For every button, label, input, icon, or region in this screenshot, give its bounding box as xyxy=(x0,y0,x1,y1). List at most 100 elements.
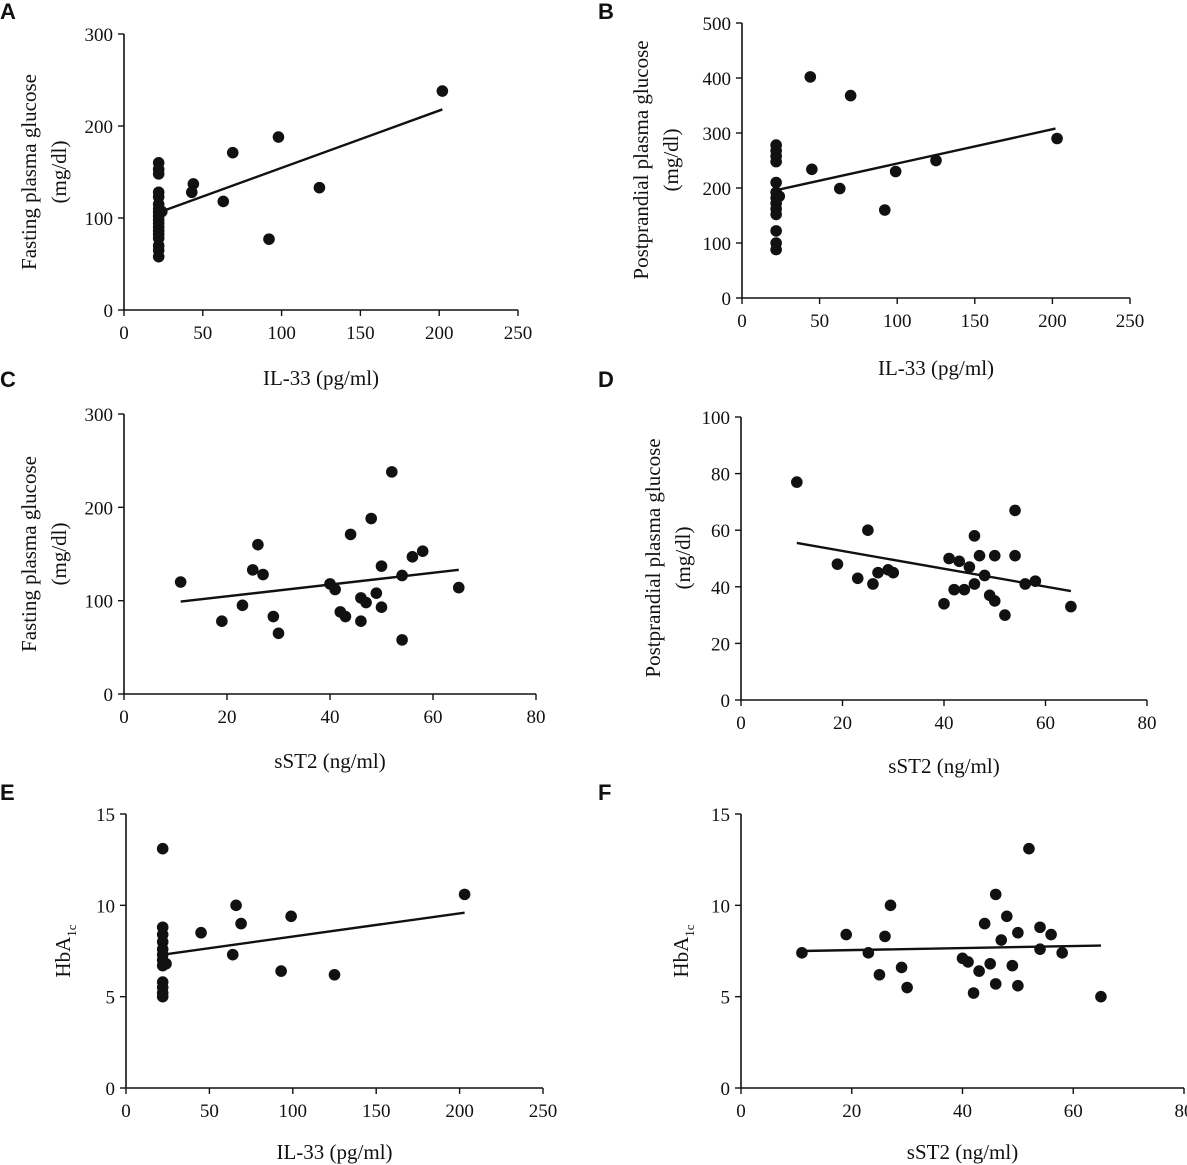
data-point xyxy=(773,190,786,203)
data-point xyxy=(984,957,996,970)
data-point xyxy=(257,568,269,581)
data-point xyxy=(252,538,264,551)
data-point xyxy=(156,205,168,218)
data-point xyxy=(386,466,398,478)
y-tick-label: 300 xyxy=(703,124,732,145)
panel-letter-b: B xyxy=(598,0,614,24)
data-point xyxy=(329,583,341,596)
data-point xyxy=(967,987,980,999)
data-point xyxy=(275,965,287,977)
data-point xyxy=(1023,842,1035,855)
data-point xyxy=(1051,132,1063,145)
data-point xyxy=(246,564,259,576)
data-point xyxy=(1006,959,1019,972)
y-tick-label: 5 xyxy=(721,988,731,1009)
data-point xyxy=(973,965,985,977)
x-tick-label: 250 xyxy=(504,323,533,344)
y-tick-label: 200 xyxy=(703,179,732,200)
data-point xyxy=(226,146,239,159)
data-point xyxy=(938,597,950,610)
x-tick-label: 250 xyxy=(529,1101,558,1122)
data-point xyxy=(978,569,991,582)
panel-letter-a: A xyxy=(0,0,16,24)
data-point xyxy=(285,910,297,923)
data-point xyxy=(948,583,960,596)
data-point xyxy=(365,512,378,525)
data-point xyxy=(236,599,249,612)
data-point xyxy=(156,842,169,855)
data-point xyxy=(770,155,782,168)
y-axis-label: Postprandial plasma glucose (mg/dl) xyxy=(641,438,695,677)
data-point xyxy=(195,926,207,939)
x-tick-label: 150 xyxy=(346,323,375,344)
regression-line xyxy=(180,568,459,603)
data-point xyxy=(1019,578,1031,590)
x-axis-label: sST2 (ng/ml) xyxy=(907,1140,1018,1164)
x-tick-label: 20 xyxy=(842,1101,861,1122)
data-point xyxy=(988,549,1001,562)
y-tick-label: 200 xyxy=(85,117,114,138)
y-tick-label: 80 xyxy=(711,465,730,486)
x-tick-label: 60 xyxy=(1064,1101,1083,1122)
panel-b: B 0 100 200 300 400 500 0 50 100 150 200 250 IL-33 (p… xyxy=(598,0,1144,380)
data-point xyxy=(968,578,981,590)
data-point xyxy=(895,961,908,974)
data-point xyxy=(416,545,429,557)
panel-d: D 0 20 40 60 80 100 0 20 40 60 80 sST2 (ng/ml) Postpr… xyxy=(598,367,1157,778)
panel-letter-f: F xyxy=(598,780,611,805)
data-point xyxy=(887,566,900,579)
data-point xyxy=(1045,928,1057,941)
data-point xyxy=(339,610,352,623)
data-point xyxy=(272,131,285,143)
x-tick-label: 20 xyxy=(218,707,237,728)
data-point xyxy=(878,204,891,216)
y-tick-label: 10 xyxy=(96,896,115,917)
x-tick-label: 20 xyxy=(833,713,852,734)
data-point xyxy=(1009,549,1021,562)
data-point xyxy=(1009,504,1021,517)
x-tick-label: 80 xyxy=(1175,1101,1187,1122)
y-tick-label: 100 xyxy=(85,592,114,613)
data-point xyxy=(770,225,782,237)
data-point xyxy=(999,609,1011,621)
y-axis-label: HbA1c xyxy=(669,924,697,977)
data-point xyxy=(1065,600,1077,613)
x-axis-label: sST2 (ng/ml) xyxy=(274,749,385,773)
data-point xyxy=(217,195,230,208)
y-tick-label: 500 xyxy=(703,14,732,35)
data-point xyxy=(879,930,891,943)
data-point xyxy=(1056,947,1068,959)
y-tick-label: 0 xyxy=(106,1079,116,1100)
data-point xyxy=(973,549,986,562)
y-tick-label: 20 xyxy=(711,634,730,655)
data-point xyxy=(872,566,884,579)
x-tick-label: 50 xyxy=(200,1101,219,1122)
data-point xyxy=(355,615,367,627)
data-point xyxy=(988,595,1001,607)
data-point xyxy=(328,968,341,981)
data-point xyxy=(187,178,200,190)
data-point xyxy=(995,934,1008,946)
data-point xyxy=(791,476,803,488)
regression-line xyxy=(158,108,443,214)
data-point xyxy=(272,627,285,640)
x-tick-label: 250 xyxy=(1116,311,1145,332)
data-point xyxy=(978,917,991,930)
data-point xyxy=(396,634,408,646)
x-tick-label: 50 xyxy=(193,323,212,344)
data-point xyxy=(770,243,782,256)
data-point xyxy=(156,990,169,1003)
data-point xyxy=(770,176,782,189)
data-point xyxy=(230,899,242,912)
y-tick-label: 0 xyxy=(721,1079,731,1100)
x-tick-label: 0 xyxy=(737,311,747,332)
x-tick-label: 200 xyxy=(445,1101,474,1122)
y-tick-label: 0 xyxy=(104,685,114,706)
data-point xyxy=(901,981,913,994)
data-point xyxy=(267,610,280,623)
x-tick-label: 50 xyxy=(810,311,829,332)
data-point xyxy=(375,601,388,613)
x-tick-label: 80 xyxy=(1138,713,1157,734)
y-tick-label: 300 xyxy=(85,405,114,426)
data-point xyxy=(806,163,818,176)
